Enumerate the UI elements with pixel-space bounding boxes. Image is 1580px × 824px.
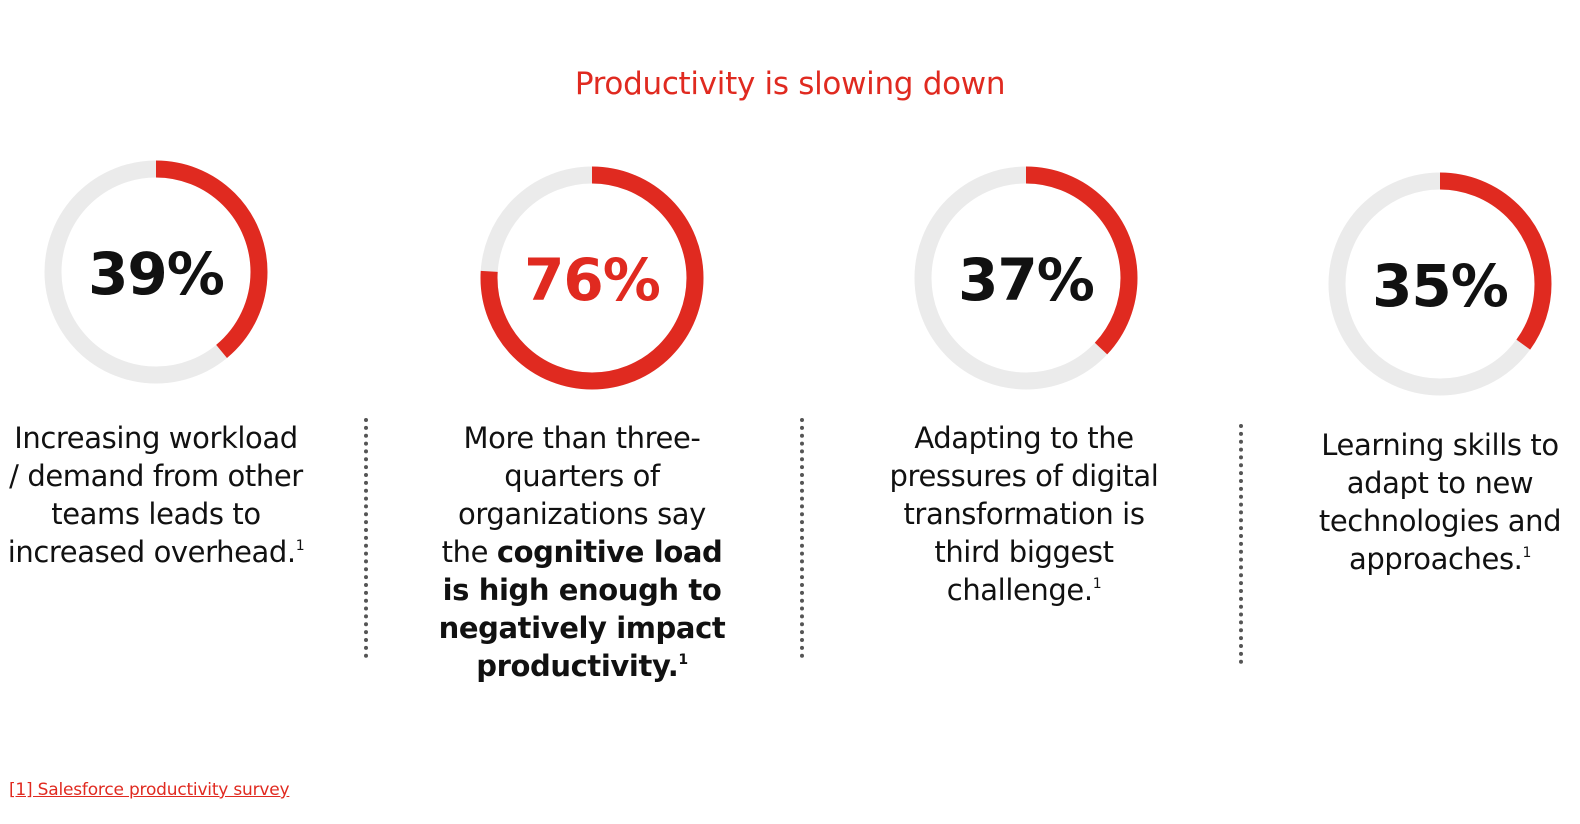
ring-fill-1: [44, 160, 268, 384]
footnote-ref: 1: [1522, 545, 1531, 561]
stat-value-3: 37%: [958, 246, 1095, 314]
page-title: Productivity is slowing down: [574, 66, 1006, 102]
ring-fill-4: [1328, 172, 1552, 396]
dotted-divider-3: [1239, 424, 1243, 664]
description-text: Learning skills to adapt to new technolo…: [1318, 428, 1562, 576]
donut-ring-1: [44, 160, 268, 384]
dotted-divider-1: [364, 418, 368, 658]
stat-value-1: 39%: [88, 240, 225, 308]
ring-fill-2: [480, 166, 704, 390]
donut-ring-4: [1328, 172, 1552, 396]
stat-value-2: 76%: [524, 246, 661, 314]
description-text: cognitive load is high enough to negativ…: [438, 535, 726, 683]
stat-description-4: Learning skills to adapt to new technolo…: [1296, 426, 1580, 578]
description-text: Increasing workload / demand from other …: [7, 421, 303, 569]
footnote-ref: 1: [678, 652, 688, 668]
dotted-divider-2: [800, 418, 804, 658]
stat-value-4: 35%: [1372, 252, 1509, 320]
stat-description-1: Increasing workload / demand from other …: [6, 419, 306, 571]
footnote-ref: 1: [295, 538, 305, 554]
description-text: Adapting to the pressures of digital tra…: [889, 421, 1159, 607]
donut-ring-2: [480, 166, 704, 390]
stat-description-3: Adapting to the pressures of digital tra…: [874, 419, 1174, 609]
ring-fill-3: [914, 166, 1138, 390]
description-text: More than three-quarters of organization…: [441, 421, 707, 569]
footnote-ref: 1: [1092, 576, 1102, 592]
stat-description-2: More than three-quarters of organization…: [432, 419, 732, 685]
donut-ring-3: [914, 166, 1138, 390]
footnote-link[interactable]: [1] Salesforce productivity survey: [9, 780, 290, 800]
